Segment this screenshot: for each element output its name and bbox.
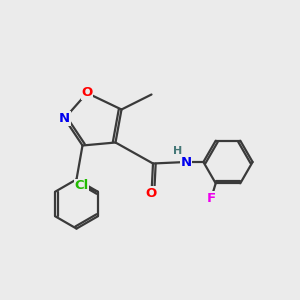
Text: N: N — [180, 155, 192, 169]
Text: Cl: Cl — [74, 179, 88, 192]
Text: O: O — [81, 86, 93, 100]
Text: O: O — [146, 187, 157, 200]
Text: F: F — [207, 192, 216, 205]
Text: H: H — [173, 146, 182, 156]
Text: N: N — [59, 112, 70, 125]
